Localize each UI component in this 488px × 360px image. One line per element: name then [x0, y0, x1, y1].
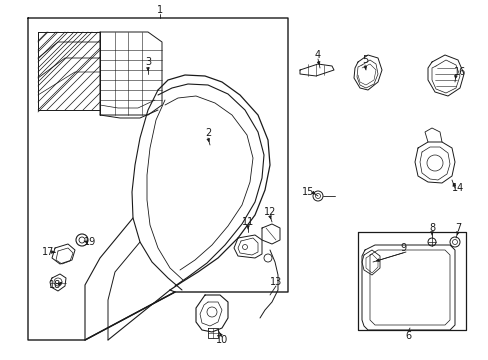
Text: 10: 10: [215, 335, 228, 345]
Text: 8: 8: [428, 223, 434, 233]
Text: 16: 16: [453, 67, 465, 77]
Text: 5: 5: [361, 55, 367, 65]
Text: 7: 7: [454, 223, 460, 233]
Text: 4: 4: [314, 50, 321, 60]
Text: 15: 15: [301, 187, 314, 197]
Text: 19: 19: [84, 237, 96, 247]
Text: 1: 1: [157, 5, 163, 15]
Text: 3: 3: [144, 57, 151, 67]
Text: 17: 17: [42, 247, 54, 257]
Text: 11: 11: [242, 217, 254, 227]
Text: 9: 9: [399, 243, 405, 253]
Text: 14: 14: [451, 183, 463, 193]
Text: 18: 18: [49, 280, 61, 290]
Text: 12: 12: [263, 207, 276, 217]
Text: 13: 13: [269, 277, 282, 287]
Text: 6: 6: [404, 331, 410, 341]
Text: 2: 2: [204, 128, 211, 138]
